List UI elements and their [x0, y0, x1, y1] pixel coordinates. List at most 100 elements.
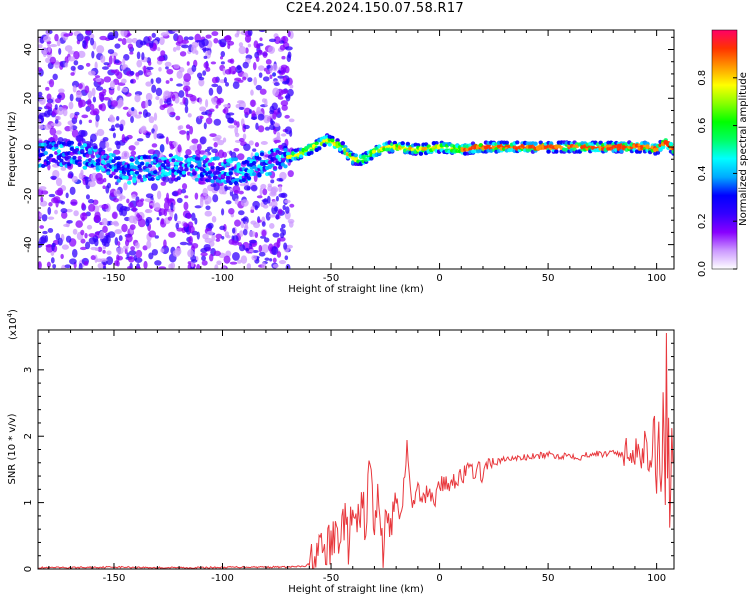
spectrogram-cell: [89, 133, 97, 143]
spectrogram-cell: [262, 204, 269, 209]
spectrogram-cell: [269, 109, 274, 115]
spectrogram-cell: [64, 125, 72, 132]
spectrogram-cell: [283, 164, 288, 169]
spectrogram-cell: [83, 261, 89, 266]
spectrogram-cell: [96, 86, 104, 91]
spectrogram-cell: [56, 149, 62, 154]
spectrogram-cell: [103, 177, 107, 183]
spectrogram-cell: [166, 68, 174, 75]
spectrogram-cell: [369, 156, 374, 161]
spectrogram-cell: [335, 138, 340, 143]
spectrogram-cell: [238, 137, 245, 142]
y-tick-label: 1: [23, 499, 34, 505]
spectrogram-cell: [165, 80, 170, 84]
spectrogram-cell: [72, 228, 78, 235]
spectrogram-cell: [136, 51, 141, 60]
spectrogram-cell: [117, 85, 121, 91]
spectrogram-cell: [52, 264, 57, 269]
spectrogram-cell: [250, 89, 254, 96]
spectrogram-cell: [132, 177, 137, 182]
spectrogram-cell: [192, 171, 197, 176]
spectrogram-cell: [286, 54, 292, 63]
spectrogram-cell: [54, 104, 58, 110]
spectrogram-cell: [46, 93, 52, 101]
spectrogram-cell: [229, 58, 235, 64]
spectrogram-cell: [164, 91, 172, 96]
spectrogram-cell: [77, 64, 84, 71]
spectrogram-cell: [261, 98, 267, 103]
spectrogram-cell: [156, 217, 160, 221]
spectrogram-cell: [111, 171, 116, 176]
spectrogram-cell: [107, 231, 116, 238]
spectrogram-cell: [123, 182, 128, 191]
spectrogram-cell: [282, 204, 286, 211]
spectrogram-cell: [112, 197, 119, 203]
spectrogram-cell: [40, 235, 47, 244]
spectrogram-cell: [210, 179, 215, 184]
spectrogram-cell: [118, 97, 124, 106]
spectrogram-cell: [176, 197, 183, 204]
spectrogram-cell: [228, 66, 232, 75]
spectrogram-cell: [177, 144, 182, 153]
spectrogram-cell: [145, 132, 151, 139]
spectrogram-cell: [80, 238, 86, 244]
spectrogram-cell: [268, 214, 276, 218]
spectrogram-cell: [284, 114, 290, 119]
spectrogram-cell: [127, 255, 135, 263]
spectrogram-cell: [205, 99, 209, 108]
y-tick-label: 40: [23, 43, 34, 56]
spectrogram-frame: [37, 29, 675, 270]
spectrogram-cell: [129, 51, 134, 55]
spectrogram-cell: [201, 47, 210, 51]
spectrogram-cell: [53, 196, 61, 203]
spectrogram-cell: [43, 124, 52, 130]
spectrogram-cell: [45, 102, 53, 110]
spectrogram-cell: [131, 194, 137, 199]
spectrogram-cell: [77, 50, 86, 59]
spectrogram-cell: [280, 133, 287, 137]
spectrogram-cell: [405, 141, 411, 146]
spectrogram-cell: [163, 201, 170, 211]
spectrogram-cell: [185, 124, 191, 130]
spectrogram-cell: [177, 188, 183, 195]
spectrogram-cell: [327, 142, 332, 147]
spectrogram-cell: [47, 62, 54, 70]
spectrogram-cell: [289, 203, 295, 208]
spectrogram-cell: [65, 208, 73, 213]
spectrogram-cell: [113, 30, 119, 39]
spectrogram-cell: [84, 85, 90, 94]
spectrogram-cell: [61, 264, 66, 269]
spectrogram-cell: [223, 77, 228, 84]
spectrogram-cell: [73, 50, 80, 60]
spectrogram-cell: [147, 60, 152, 66]
spectrogram-cell: [88, 237, 97, 245]
colorbar-tick-label: 0.8: [697, 70, 708, 86]
spectrogram-cell: [146, 240, 152, 249]
spectrogram-cell: [267, 171, 273, 176]
spectrogram-cell: [201, 111, 208, 116]
spectrogram-cell: [265, 59, 272, 65]
spectrogram-cell: [85, 30, 91, 35]
spectrogram-cell: [121, 209, 127, 217]
spectrogram-cell: [145, 92, 153, 102]
spectrogram-cell: [116, 178, 121, 183]
spectrogram-cell: [87, 180, 96, 188]
spectrogram-cell: [71, 129, 79, 138]
spectrogram-cell: [61, 211, 68, 219]
spectrogram-cell: [145, 81, 152, 87]
snr-x-axis-title: Height of straight line (km): [288, 584, 424, 595]
spectrogram-cell: [51, 110, 55, 117]
spectrogram-cell: [187, 249, 194, 258]
spectrogram-cell: [80, 212, 88, 221]
spectrogram-cell: [116, 254, 120, 263]
spectrogram-cell: [162, 175, 170, 183]
spectrogram-cell: [185, 87, 189, 96]
spectrogram-cell: [145, 168, 150, 173]
spectrogram-cell: [63, 223, 70, 227]
spectrogram-cell: [75, 220, 83, 228]
colorbar-tick-label: 0.4: [697, 165, 708, 181]
spectrogram-cell: [238, 106, 245, 111]
spectrogram-cell: [248, 109, 252, 114]
spectrogram-cell: [155, 87, 163, 97]
spectrogram-cell: [75, 91, 83, 99]
